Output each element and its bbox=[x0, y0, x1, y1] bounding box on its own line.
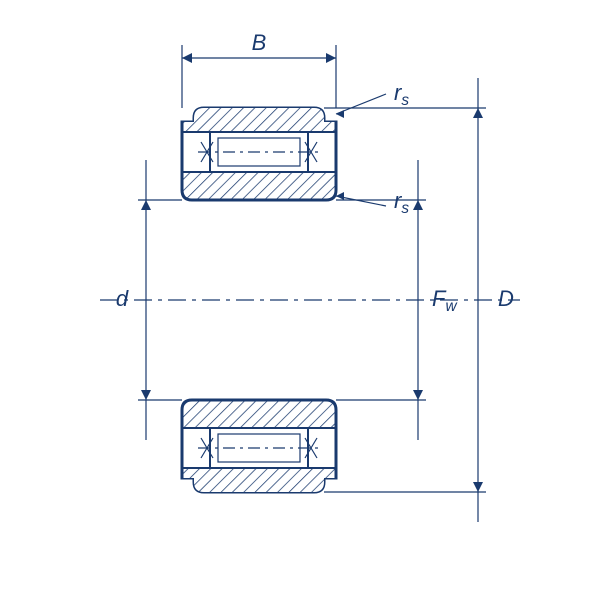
svg-text:B: B bbox=[252, 30, 267, 55]
svg-text:Fw: Fw bbox=[432, 286, 457, 315]
svg-text:D: D bbox=[498, 286, 514, 311]
svg-text:d: d bbox=[116, 286, 129, 311]
svg-text:rs: rs bbox=[394, 188, 409, 217]
svg-text:rs: rs bbox=[394, 80, 409, 109]
bearing-diagram: Brs rs d Fw D bbox=[0, 0, 600, 600]
